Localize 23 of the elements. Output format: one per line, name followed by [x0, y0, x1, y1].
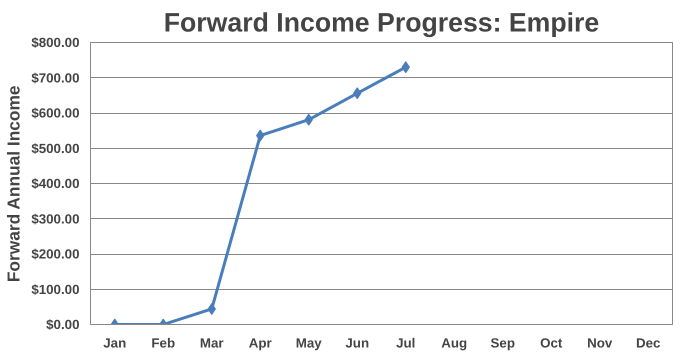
y-tick-label: $300.00 [31, 211, 80, 226]
y-tick-label: $200.00 [31, 246, 80, 262]
x-tick-label: Jul [396, 336, 416, 350]
x-tick-label: Apr [248, 336, 272, 350]
x-tick-label: Oct [540, 336, 563, 350]
chart-title: Forward Income Progress: Empire [164, 8, 600, 38]
x-tick-label: Aug [441, 336, 468, 350]
y-tick-label: $600.00 [31, 106, 80, 120]
y-tick-label: $100.00 [31, 282, 80, 297]
x-tick-label: May [296, 336, 322, 350]
x-tick-label: Dec [636, 336, 662, 350]
x-tick-label: Sep [490, 336, 515, 350]
y-axis-title: Forward Annual Income [3, 85, 24, 282]
y-tick-label: $400.00 [31, 176, 80, 191]
x-tick-label: Nov [587, 336, 613, 350]
y-tick-label: $500.00 [31, 140, 80, 156]
x-tick-label: Mar [200, 336, 224, 350]
x-tick-label: Jun [345, 336, 370, 350]
x-tick-label: Jan [103, 336, 126, 350]
x-tick-label: Feb [151, 336, 176, 350]
y-tick-label: $800.00 [31, 35, 80, 50]
y-tick-label: $0.00 [46, 317, 80, 332]
y-tick-label: $700.00 [31, 70, 80, 86]
